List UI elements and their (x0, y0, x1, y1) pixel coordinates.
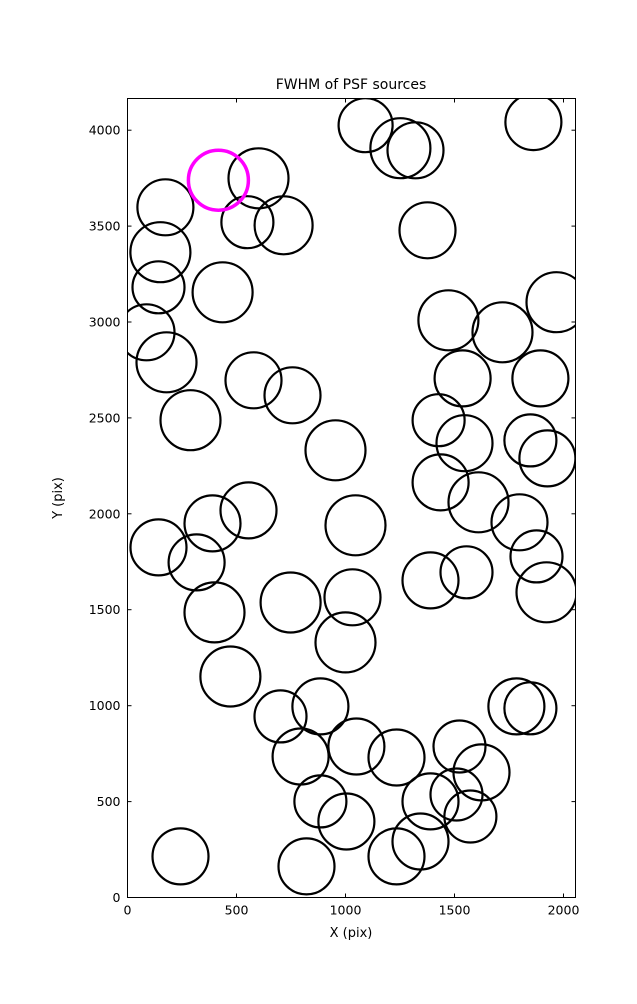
psf-source-circle (277, 837, 336, 896)
psf-source-circle (304, 419, 367, 482)
psf-source-circle (199, 645, 262, 708)
y-tick-label: 3500 (89, 219, 121, 234)
psf-source-circle (447, 471, 510, 534)
psf-source-circle (317, 792, 376, 851)
psf-source-circle (439, 545, 494, 600)
y-tick-label: 1500 (89, 602, 121, 617)
psf-source-circle (401, 772, 460, 831)
psf-source-circle (504, 98, 563, 152)
x-tick-label: 1000 (330, 903, 362, 918)
psf-source-circle (183, 581, 246, 644)
psf-source-circle (263, 366, 322, 425)
psf-source-circle (191, 261, 254, 324)
psf-source-circle (443, 789, 498, 844)
y-tick-label: 1000 (89, 698, 121, 713)
psf-source-circle (503, 681, 558, 736)
psf-source-circle (253, 195, 314, 256)
x-tick-label: 0 (124, 903, 132, 918)
y-tick-label: 2000 (89, 506, 121, 521)
y-tick-label: 2500 (89, 410, 121, 425)
psf-source-circle (314, 611, 377, 674)
psf-source-circle (183, 494, 242, 553)
psf-source-circle (417, 289, 480, 352)
psf-source-circle (291, 677, 350, 736)
psf-source-circle (487, 677, 546, 736)
x-tick-label: 1500 (439, 903, 471, 918)
psf-source-circle (367, 827, 426, 886)
psf-source-circle (159, 389, 222, 452)
y-tick-label: 4000 (89, 123, 121, 138)
psf-source-circle (293, 774, 348, 829)
psf-source-circle (220, 195, 275, 250)
psf-source-circle (433, 349, 492, 408)
psf-source-circle (515, 561, 576, 624)
y-tick-label: 3000 (89, 315, 121, 330)
psf-source-circle (324, 494, 387, 557)
psf-source-circle (151, 827, 210, 886)
y-axis-label: Y (pix) (51, 477, 66, 520)
psf-source-circle (525, 271, 576, 334)
x-tick-label: 2000 (548, 903, 580, 918)
psf-source-circle (259, 571, 322, 634)
psf-source-circle (337, 98, 394, 154)
axis-ticks-group: 0 500 1000 1500 2000 0 500 1000 1500 2000 2500 3000… (89, 98, 580, 918)
psf-source-circle (435, 414, 494, 473)
psf-source-circle (219, 481, 278, 540)
psf-source-circle (327, 717, 386, 776)
psf-source-circle (323, 568, 382, 627)
chart-title: FWHM of PSF sources (276, 77, 427, 93)
psf-source-circle (471, 301, 534, 364)
psf-source-circle (411, 393, 466, 448)
psf-source-circle (136, 178, 195, 237)
psf-source-circle (503, 413, 558, 468)
psf-source-circle (369, 117, 432, 180)
x-axis-label: X (pix) (330, 926, 373, 941)
psf-source-circle (167, 533, 226, 592)
psf-source-circle (129, 518, 188, 577)
x-tick-label: 500 (225, 903, 249, 918)
psf-source-circle (227, 147, 290, 210)
y-tick-label: 500 (97, 794, 121, 809)
y-tick-label: 0 (113, 890, 121, 905)
psf-source-circle (367, 728, 426, 787)
psf-source-circle (401, 551, 460, 610)
psf-source-circle (224, 351, 283, 410)
psf-source-circle (129, 221, 192, 284)
psf-source-circle (253, 689, 308, 744)
psf-source-circle (411, 453, 470, 512)
psf-source-circle (398, 201, 457, 260)
psf-source-circle (131, 260, 186, 315)
psf-source-circle (511, 349, 570, 408)
highlighted-psf-source-circle (186, 148, 251, 212)
psf-source-circle (135, 331, 198, 394)
data-points-group (127, 98, 576, 896)
psf-source-circle (432, 719, 487, 774)
axes-frame (127, 98, 576, 898)
psf-source-circle (386, 121, 445, 180)
psf-source-circle (509, 529, 564, 584)
psf-source-circle (490, 493, 549, 552)
